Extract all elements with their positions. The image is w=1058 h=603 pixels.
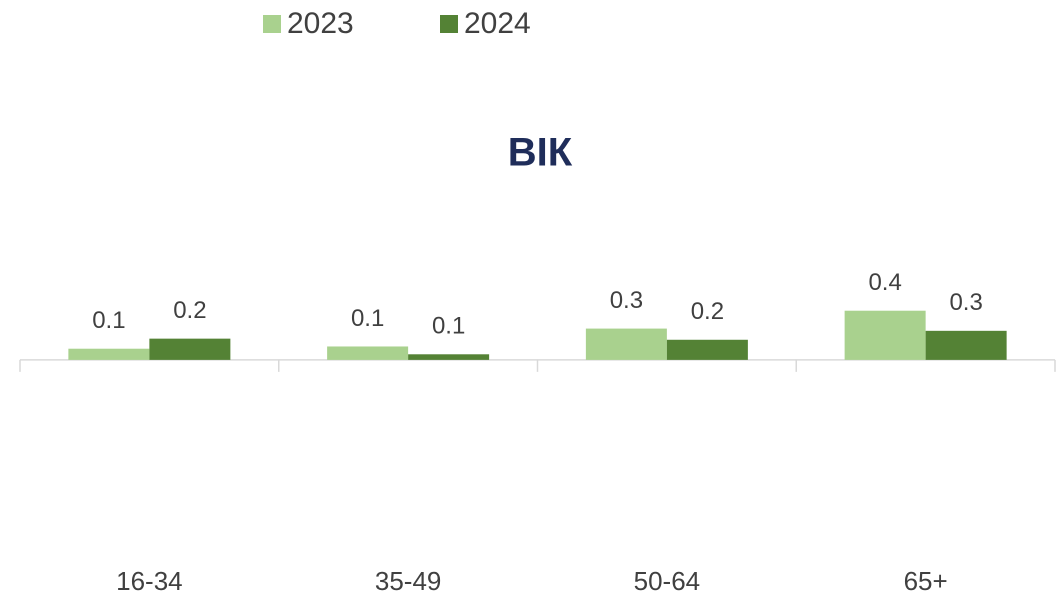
bar — [149, 338, 231, 360]
legend-label: 2024 — [464, 7, 531, 40]
data-label: 0.1 — [432, 313, 465, 340]
chart-title: ВІК — [508, 131, 573, 175]
bar — [925, 330, 1007, 360]
bar — [408, 354, 490, 360]
bar — [844, 310, 926, 360]
x-tick-label: 35-49 — [375, 566, 442, 596]
data-label: 0.2 — [173, 297, 206, 324]
data-label: 0.4 — [868, 269, 901, 296]
x-tick-label: 50-64 — [634, 566, 701, 596]
data-label: 0.1 — [351, 305, 384, 332]
bar — [666, 339, 748, 360]
data-label: 0.1 — [92, 307, 125, 334]
data-label: 0.2 — [691, 298, 724, 325]
data-label: 0.3 — [949, 289, 982, 316]
bar — [585, 328, 667, 360]
x-tick-label: 16-34 — [116, 566, 183, 596]
legend-label: 2023 — [287, 7, 354, 40]
bar — [68, 348, 150, 360]
legend-swatch — [440, 15, 458, 33]
bar — [327, 346, 409, 360]
data-label: 0.3 — [610, 287, 643, 314]
legend-swatch — [263, 15, 281, 33]
x-tick-label: 65+ — [904, 566, 948, 596]
